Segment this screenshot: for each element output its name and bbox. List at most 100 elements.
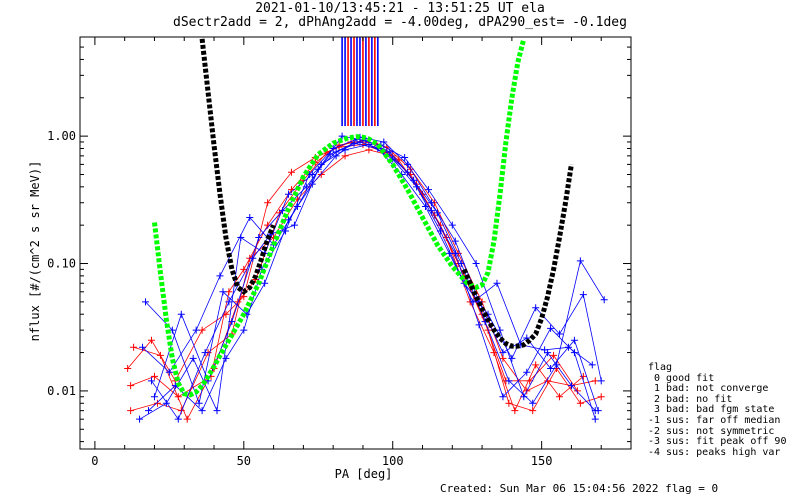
- data-point-blue: [332, 148, 340, 156]
- data-point-blue: [201, 349, 209, 357]
- data-point-blue: [136, 415, 144, 423]
- data-point-blue: [472, 260, 480, 268]
- data-point-red: [287, 168, 295, 176]
- data-point-blue: [553, 361, 561, 369]
- data-point-blue: [189, 354, 197, 362]
- data-point-blue: [564, 343, 572, 351]
- data-point-red: [153, 399, 161, 407]
- data-point-blue: [424, 186, 432, 194]
- data-point-blue: [588, 361, 596, 369]
- data-point-blue: [237, 234, 245, 242]
- data-point-red: [147, 336, 155, 344]
- data-point-blue: [302, 183, 310, 191]
- created-footer: Created: Sun Mar 06 15:04:56 2022 flag =…: [440, 482, 719, 495]
- chart-title-line-1: 2021-01-10/13:45:21 - 13:51:25 UT ela: [255, 1, 545, 16]
- data-point-red: [127, 382, 135, 390]
- data-point-blue: [219, 288, 227, 296]
- data-point-blue: [142, 298, 150, 306]
- data-point-red: [490, 349, 498, 357]
- legend-item: -4 sus: peaks high var: [648, 446, 781, 458]
- series-line-blue: [145, 136, 599, 411]
- data-point-blue: [570, 349, 578, 357]
- data-point-red: [240, 265, 248, 273]
- data-point-blue: [547, 324, 555, 332]
- data-point-red: [597, 393, 605, 401]
- data-point-blue: [308, 170, 316, 178]
- data-point-red: [573, 387, 581, 395]
- flag-legend: flag 0 good fit 1 bad: not converge 2 ba…: [648, 362, 787, 458]
- x-tick-label: 0: [91, 454, 98, 468]
- data-point-blue: [192, 326, 200, 334]
- data-point-blue: [261, 279, 269, 287]
- data-point-blue: [401, 153, 409, 161]
- series-line-red: [130, 149, 602, 412]
- data-point-blue: [255, 234, 263, 242]
- data-point-blue: [145, 407, 153, 415]
- data-point-blue: [451, 249, 459, 257]
- data-point-red: [511, 407, 519, 415]
- data-point-blue: [499, 393, 507, 401]
- data-point-blue: [469, 298, 477, 306]
- data-point-blue: [147, 377, 155, 385]
- data-point-red: [556, 393, 564, 401]
- data-point-blue: [493, 279, 501, 287]
- data-point-blue: [165, 368, 173, 376]
- data-point-blue: [225, 298, 233, 306]
- data-point-red: [198, 326, 206, 334]
- data-point-blue: [448, 221, 456, 229]
- series-line-blue: [139, 141, 596, 420]
- data-point-blue: [421, 203, 429, 211]
- x-tick-label: 150: [531, 454, 553, 468]
- legend-item: 3 bad: bad fgm state: [648, 404, 775, 416]
- legend-item: 1 bad: not converge: [648, 383, 769, 395]
- data-point-blue: [579, 291, 587, 299]
- data-point-blue: [523, 368, 531, 376]
- data-point-blue: [240, 326, 248, 334]
- data-point-blue: [195, 399, 203, 407]
- data-point-red: [174, 393, 182, 401]
- data-point-blue: [556, 330, 564, 338]
- legend-item: -2 sus: not symmetric: [648, 425, 775, 437]
- data-point-blue: [576, 257, 584, 265]
- data-point-red: [341, 152, 349, 160]
- data-point-red: [576, 399, 584, 407]
- series-line-red: [130, 140, 596, 398]
- data-point-blue: [591, 415, 599, 423]
- data-point-red: [130, 343, 138, 351]
- data-point-blue: [475, 321, 483, 329]
- data-point-blue: [198, 407, 206, 415]
- y-tick-label: 1.00: [47, 129, 76, 143]
- data-point-red: [127, 407, 135, 415]
- data-point-blue: [541, 346, 549, 354]
- data-point-blue: [505, 377, 513, 385]
- data-point-red: [124, 364, 132, 372]
- data-point-blue: [451, 237, 459, 245]
- data-point-red: [183, 415, 191, 423]
- data-point-red: [505, 399, 513, 407]
- y-tick-label: 0.10: [47, 257, 76, 271]
- series-line-red: [127, 144, 578, 392]
- data-point-red: [222, 310, 230, 318]
- data-point-blue: [433, 209, 441, 217]
- data-point-blue: [222, 354, 230, 362]
- legend-item: -3 sus: fit peak off 90: [648, 436, 787, 448]
- data-point-blue: [499, 349, 507, 357]
- data-point-blue: [600, 296, 608, 304]
- data-point-blue: [380, 138, 388, 146]
- data-point-blue: [213, 407, 221, 415]
- legend-item: 0 good fit: [648, 372, 715, 384]
- data-point-red: [550, 351, 558, 359]
- data-point-blue: [529, 399, 537, 407]
- data-point-blue: [404, 168, 412, 176]
- data-point-blue: [284, 216, 292, 224]
- x-axis-label: PA [deg]: [335, 467, 393, 481]
- data-point-blue: [597, 377, 605, 385]
- legend-item: 2 bad: no fit: [648, 393, 733, 405]
- fit-curve-green: [152, 38, 527, 398]
- data-point-blue: [174, 415, 182, 423]
- data-point-blue: [326, 150, 334, 158]
- data-point-blue: [338, 132, 346, 140]
- data-point-red: [591, 377, 599, 385]
- fit-curve-black: [199, 38, 276, 295]
- data-point-blue: [567, 382, 575, 390]
